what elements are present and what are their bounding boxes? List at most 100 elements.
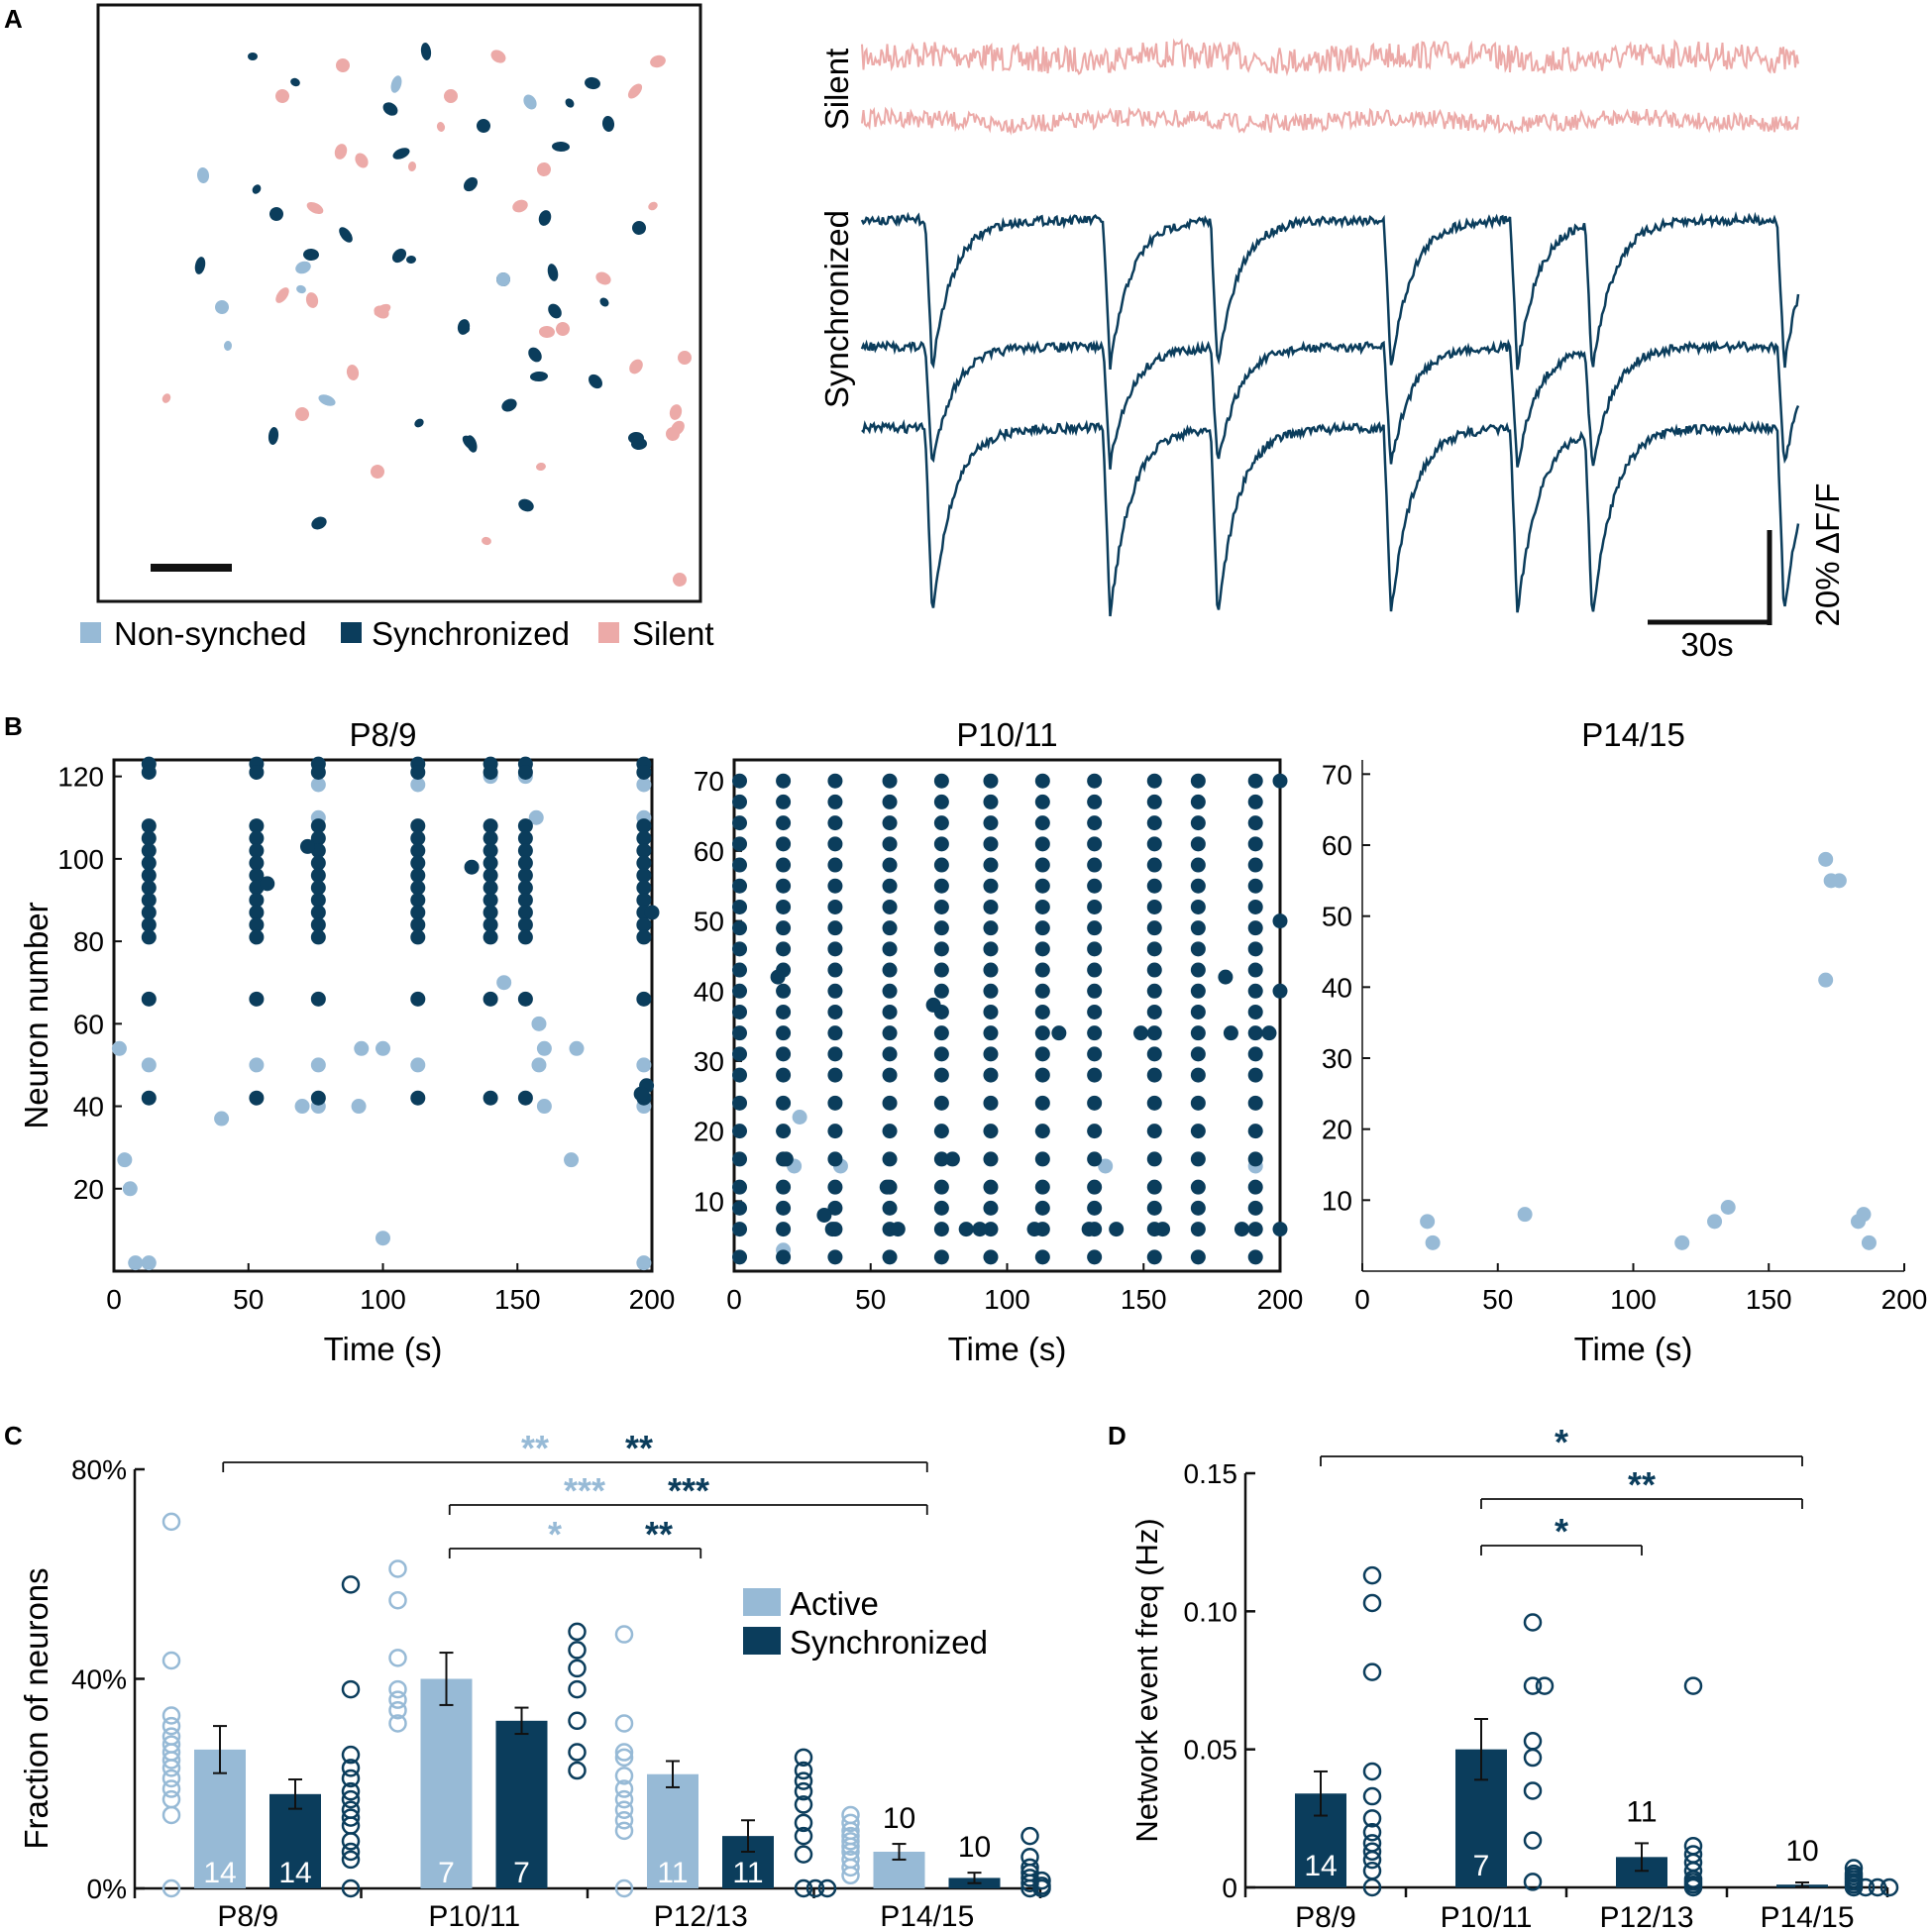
raster-dot-synchronized — [933, 773, 949, 789]
significance-active: * — [548, 1514, 562, 1555]
n-label-above: 10 — [1785, 1835, 1818, 1868]
raster-dot-synchronized — [776, 773, 792, 789]
x-tick-label: 100 — [1610, 1284, 1657, 1315]
raster-dot-synchronized — [1190, 1179, 1206, 1195]
raster-dot-synchronized — [1146, 1004, 1162, 1019]
raster-dot-synchronized — [483, 868, 498, 884]
raster-dot-synchronized — [827, 1004, 843, 1019]
cell-legend: Non-synched Synchronized Silent — [80, 615, 714, 652]
data-point — [568, 1641, 587, 1660]
raster-dot-non-synched — [564, 1152, 580, 1168]
cell-silent — [669, 404, 683, 420]
legend-label-active: Active — [790, 1585, 879, 1622]
raster-dot-non-synched — [636, 1057, 652, 1073]
raster-xlabel: Time (s) — [948, 1331, 1067, 1367]
raster-dot-synchronized — [1034, 1124, 1050, 1139]
y-tick-label: 10 — [1322, 1185, 1352, 1216]
cell-synchronized — [501, 398, 517, 412]
raster-dot-synchronized — [1034, 1067, 1050, 1083]
raster-dot-synchronized — [1034, 920, 1050, 936]
raster-dot-synchronized — [816, 1207, 832, 1223]
raster-dot-synchronized — [1087, 941, 1103, 957]
data-point — [161, 1706, 181, 1725]
synchronized-trace — [861, 419, 1800, 617]
significance-label: * — [1555, 1511, 1568, 1552]
raster-dot-synchronized — [983, 983, 999, 999]
raster-dot-synchronized — [249, 916, 265, 932]
cell-synchronized — [406, 255, 416, 265]
raster-dot-synchronized — [483, 905, 498, 920]
raster-dot-synchronized — [732, 1004, 748, 1019]
raster-dot-synchronized — [141, 916, 157, 932]
raster-dot-synchronized — [882, 773, 898, 789]
raster-dot-synchronized — [1190, 899, 1206, 914]
raster-dot-synchronized — [776, 941, 792, 957]
raster-dot-synchronized — [1034, 983, 1050, 999]
raster-dot-synchronized — [776, 1046, 792, 1062]
n-label: 7 — [438, 1857, 455, 1889]
raster-dot-synchronized — [1034, 962, 1050, 978]
raster-frame — [112, 758, 654, 1273]
cell-silent — [536, 462, 546, 472]
raster-dot-synchronized — [732, 1067, 748, 1083]
data-point — [805, 1878, 825, 1898]
category-label: P12/13 — [1599, 1901, 1693, 1931]
cell-synchronized — [382, 102, 398, 116]
n-label-above: 10 — [883, 1802, 915, 1835]
raster-dot-non-synched — [376, 1040, 390, 1056]
raster-dot-synchronized — [1146, 878, 1162, 894]
raster-dot-synchronized — [141, 868, 157, 884]
raster-dot-synchronized — [732, 794, 748, 809]
legend-label-non-synched: Non-synched — [114, 615, 306, 652]
raster-dot-synchronized — [732, 1046, 748, 1062]
raster-dot-synchronized — [1146, 962, 1162, 978]
raster-dot-synchronized — [1247, 1046, 1263, 1062]
raster-dot-non-synched — [1420, 1214, 1436, 1230]
raster-dot-non-synched — [496, 975, 512, 991]
raster-dot-synchronized — [933, 878, 949, 894]
raster-dot-synchronized — [249, 905, 265, 920]
cell-non-synched — [215, 300, 229, 314]
raster-dot-non-synched — [249, 1057, 265, 1073]
raster-dot-synchronized — [776, 983, 792, 999]
raster-dot-synchronized — [410, 892, 426, 908]
raster-dot-synchronized — [1087, 794, 1103, 809]
raster-dot-synchronized — [776, 920, 792, 936]
y-tick-label: 0.15 — [1184, 1458, 1238, 1489]
raster-dot-synchronized — [636, 892, 652, 908]
raster-dot-synchronized — [933, 1200, 949, 1216]
raster-dot-synchronized — [983, 815, 999, 831]
cell-silent — [305, 292, 319, 308]
data-point — [1362, 1877, 1382, 1897]
raster-dot-synchronized — [1087, 1249, 1103, 1265]
raster-dot-synchronized — [1087, 1124, 1103, 1139]
raster-dot-synchronized — [732, 941, 748, 957]
y-tick-label: 0% — [87, 1874, 127, 1904]
panel-letter-b: B — [4, 711, 23, 741]
cell-silent — [512, 199, 528, 213]
cell-synchronized — [268, 207, 283, 221]
raster-dot-synchronized — [925, 997, 941, 1013]
y-tick-label: 80 — [73, 926, 104, 957]
raster-dot-synchronized — [1190, 983, 1206, 999]
raster-dot-synchronized — [310, 868, 326, 884]
raster-dot-synchronized — [983, 1025, 999, 1041]
raster-dot-synchronized — [1247, 1151, 1263, 1167]
y-tick-label: 40 — [694, 976, 724, 1007]
raster-dot-synchronized — [1223, 1025, 1238, 1041]
raster-dot-synchronized — [933, 1095, 949, 1111]
raster-dot-synchronized — [827, 1151, 843, 1167]
cell-silent — [650, 54, 666, 68]
data-point — [568, 1761, 587, 1780]
raster-dot-synchronized — [1272, 1222, 1288, 1237]
raster-dot-non-synched — [1818, 851, 1834, 867]
raster-dot-synchronized — [1146, 1151, 1162, 1167]
legend-swatch-non-synched — [80, 622, 101, 643]
raster-dot-synchronized — [141, 830, 157, 846]
data-point — [341, 1789, 361, 1809]
raster-dot-synchronized — [958, 1222, 974, 1237]
raster-dot-synchronized — [827, 857, 843, 873]
raster-dot-non-synched — [410, 1057, 426, 1073]
data-point — [1362, 1593, 1382, 1613]
raster-dot-synchronized — [827, 941, 843, 957]
